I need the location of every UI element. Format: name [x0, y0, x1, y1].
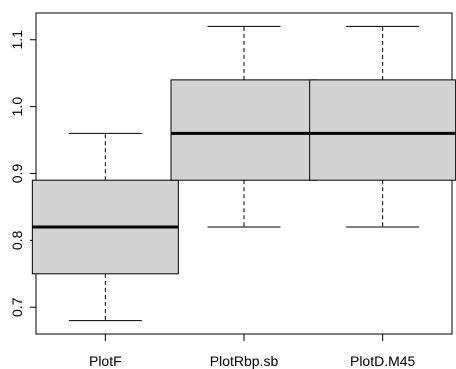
- box-plotrbp-sb: [170, 25, 318, 228]
- y-tick-label: 0.8: [9, 230, 25, 250]
- y-tick-label: 1.0: [9, 97, 25, 117]
- y-tick-label: 1.1: [9, 30, 25, 50]
- y-tick-label: 0.7: [9, 297, 25, 317]
- boxes: [31, 25, 456, 322]
- x-tick-label: PlotF: [89, 353, 122, 369]
- x-tick-label: PlotD.M45: [350, 353, 416, 369]
- y-axis: 0.7 0.8 0.9 1.0 1.1: [9, 30, 36, 317]
- x-axis: PlotF PlotRbp.sb PlotD.M45: [89, 334, 416, 369]
- box-plotf: [31, 132, 179, 322]
- box-plotd-m45: [309, 25, 456, 228]
- y-tick-label: 0.9: [9, 164, 25, 184]
- iqr-box: [170, 79, 318, 181]
- x-tick-label: PlotRbp.sb: [210, 353, 279, 369]
- iqr-box: [309, 79, 456, 181]
